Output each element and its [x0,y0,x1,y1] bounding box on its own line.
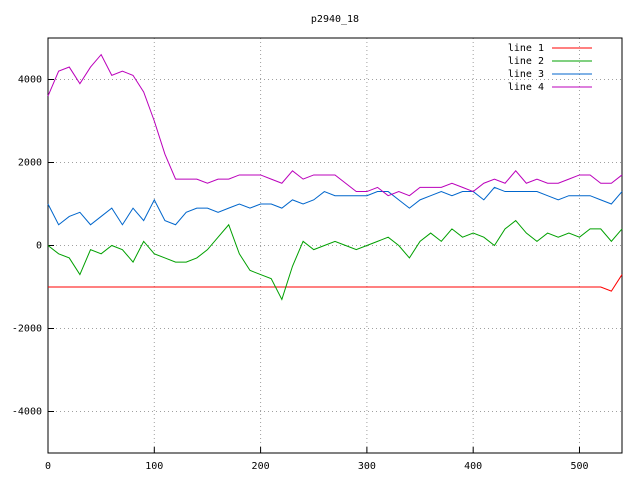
legend-label: line 2 [508,56,544,67]
legend-label: line 4 [508,82,544,93]
legend-label: line 3 [508,69,544,80]
data-line [47,53,623,197]
y-tick-label: -4000 [12,407,42,418]
data-line [47,219,623,301]
x-tick-label: 100 [145,461,163,472]
legend-label: line 1 [508,43,544,54]
x-tick-label: 500 [570,461,588,472]
x-tick-label: 300 [358,461,376,472]
data-line [47,186,623,226]
y-tick-label: -2000 [12,324,42,335]
y-tick-label: 0 [36,241,42,252]
data-line [48,274,623,292]
chart-title: p2940_18 [311,14,359,25]
y-tick-label: 4000 [18,75,42,86]
y-tick-label: 2000 [18,158,42,169]
x-tick-label: 400 [464,461,482,472]
x-tick-label: 0 [45,461,51,472]
x-tick-label: 200 [252,461,270,472]
